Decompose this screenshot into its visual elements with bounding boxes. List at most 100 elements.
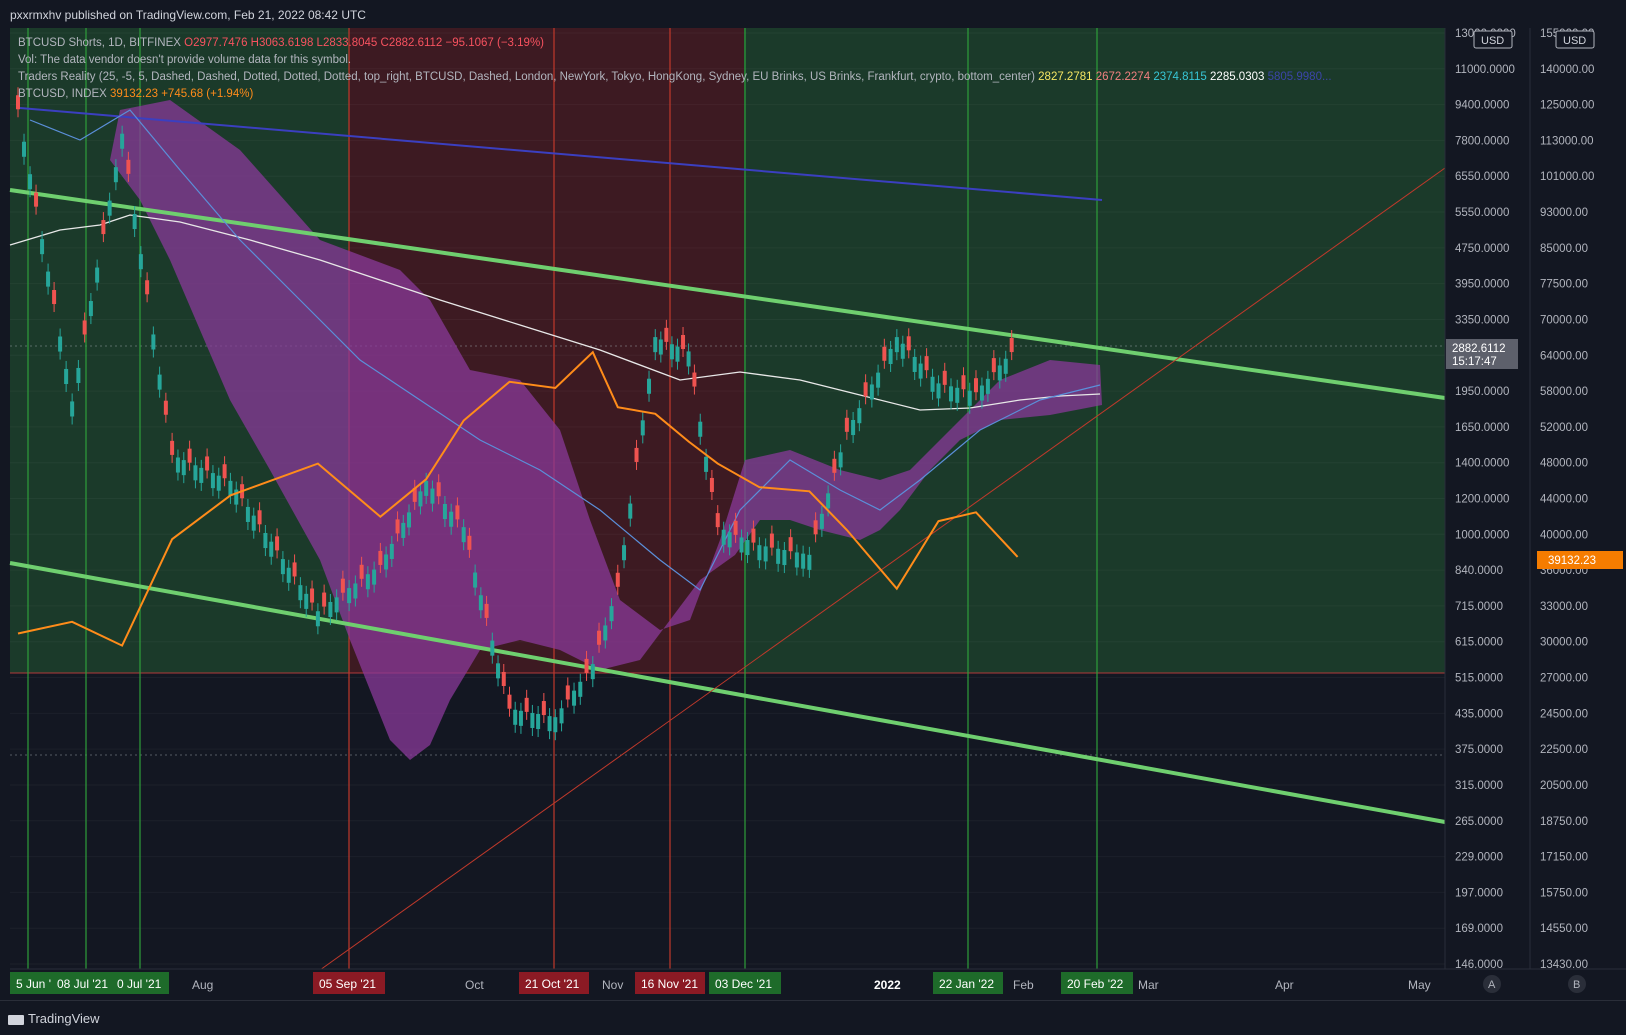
- candle-body: [763, 546, 768, 562]
- candle-body: [733, 520, 738, 535]
- candle-body: [930, 376, 935, 392]
- candle-body: [794, 552, 799, 568]
- candle-body: [418, 491, 423, 507]
- axis-b[interactable]: 155000.00140000.00125000.00113000.001010…: [1483, 28, 1623, 993]
- date-marker-label: 08 Jul '21: [57, 977, 108, 991]
- candle-body: [819, 513, 824, 529]
- candle-body: [541, 701, 546, 716]
- candle-body: [199, 467, 204, 483]
- symbol-label[interactable]: BTCUSD Shorts, 1D, BITFINEX: [18, 37, 181, 49]
- candle-body: [979, 385, 984, 401]
- date-marker: [933, 972, 1003, 994]
- candle-body: [751, 528, 756, 543]
- candle-body: [622, 545, 627, 561]
- candle-body: [157, 374, 162, 390]
- last-price-a: 2882.6112: [1452, 343, 1506, 355]
- index-symbol[interactable]: BTCUSD, INDEX: [18, 88, 107, 100]
- axis-b-tick: 13430.00: [1540, 959, 1588, 971]
- candle-body: [647, 378, 652, 394]
- candle-body: [138, 254, 143, 270]
- ma-blue: [29, 109, 1101, 591]
- date-marker: [313, 972, 385, 994]
- candle-body: [788, 537, 793, 552]
- indicator-value-4: 2285.0303: [1210, 71, 1265, 83]
- candle-body: [973, 378, 978, 393]
- candle-body: [328, 601, 333, 618]
- candle-body: [76, 367, 81, 384]
- scale-b-button[interactable]: [1568, 975, 1586, 993]
- candle-body: [692, 372, 697, 387]
- candle-body: [603, 625, 608, 641]
- countdown: 15:17:47: [1452, 356, 1497, 368]
- candle-body: [559, 708, 564, 724]
- axis-a-tick: 315.0000: [1455, 780, 1503, 792]
- candle-body: [565, 685, 570, 700]
- axis-a-unit[interactable]: [1473, 30, 1513, 49]
- candle-body: [869, 384, 874, 400]
- chart-canvas[interactable]: 13000.000011000.00009400.00007800.000065…: [0, 0, 1626, 1000]
- candle-body: [478, 595, 483, 611]
- time-label: Nov: [602, 978, 623, 992]
- candle-body: [615, 572, 620, 587]
- candle-body: [334, 597, 339, 613]
- candle-body: [193, 465, 198, 481]
- axis-a-tick: 6550.0000: [1455, 171, 1509, 183]
- axis-b-tick: 18750.00: [1540, 816, 1588, 828]
- indicator-value-5: 5805.9980...: [1267, 71, 1332, 83]
- axis-b-tick: 17150.00: [1540, 852, 1588, 864]
- scale-a-button[interactable]: [1483, 975, 1501, 993]
- axis-a-tick: 197.0000: [1455, 887, 1503, 899]
- axis-a-tick: 3350.0000: [1455, 314, 1509, 326]
- channel-lower: [9, 561, 1446, 824]
- candle-body: [378, 550, 383, 565]
- tradingview-logo[interactable]: TradingView: [8, 1011, 100, 1026]
- candle-body: [1009, 338, 1014, 353]
- brand-text: TradingView: [28, 1011, 100, 1026]
- axis-a[interactable]: 13000.000011000.00009400.00007800.000065…: [1446, 28, 1518, 971]
- candle-body: [721, 529, 726, 545]
- time-label: Mar: [1138, 978, 1159, 992]
- candle-body: [263, 533, 268, 549]
- axis-a-tick: 375.0000: [1455, 744, 1503, 756]
- candle-body: [430, 488, 435, 504]
- candle-body: [120, 133, 125, 149]
- date-marker: [1061, 972, 1133, 994]
- candle-body: [634, 447, 639, 462]
- candle-body: [584, 658, 589, 673]
- axis-a-unit-label: USD: [1481, 35, 1504, 47]
- last-price-tag-b: [1537, 551, 1623, 569]
- indicator-label[interactable]: Traders Reality (25, -5, 5, Dashed, Dash…: [18, 71, 1035, 83]
- price-axes[interactable]: [1445, 28, 1626, 969]
- time-label: May: [1408, 978, 1431, 992]
- candle-body: [844, 417, 849, 432]
- candle-body: [985, 378, 990, 394]
- trend-red: [319, 167, 1446, 971]
- candle-body: [882, 346, 887, 361]
- candle-body: [107, 200, 112, 216]
- candle-body: [365, 574, 370, 590]
- channel-upper: [9, 188, 1446, 400]
- time-label: Oct: [465, 978, 484, 992]
- candle-body: [353, 583, 358, 599]
- candle-body: [473, 572, 478, 588]
- candle-body: [64, 368, 69, 385]
- date-marker: [635, 972, 705, 994]
- candle-body: [727, 532, 732, 548]
- candle-body: [1003, 358, 1008, 374]
- axis-b-tick: 70000.00: [1540, 314, 1588, 326]
- date-marker: [10, 972, 56, 994]
- axis-b-tick: 20500.00: [1540, 780, 1588, 792]
- axis-a-tick: 5550.0000: [1455, 207, 1509, 219]
- axis-a-tick: 615.0000: [1455, 637, 1503, 649]
- axis-b-unit[interactable]: [1555, 30, 1595, 49]
- candle-body: [187, 448, 192, 463]
- candle-body: [955, 387, 960, 403]
- candle-body: [769, 533, 774, 548]
- axis-b-tick: 15750.00: [1540, 887, 1588, 899]
- candle-body: [669, 344, 674, 360]
- candle-body: [524, 697, 529, 712]
- ohlc-open: O2977.7476: [184, 37, 248, 49]
- date-marker-label: 05 Sep '21: [319, 977, 376, 991]
- candle-body: [298, 585, 303, 601]
